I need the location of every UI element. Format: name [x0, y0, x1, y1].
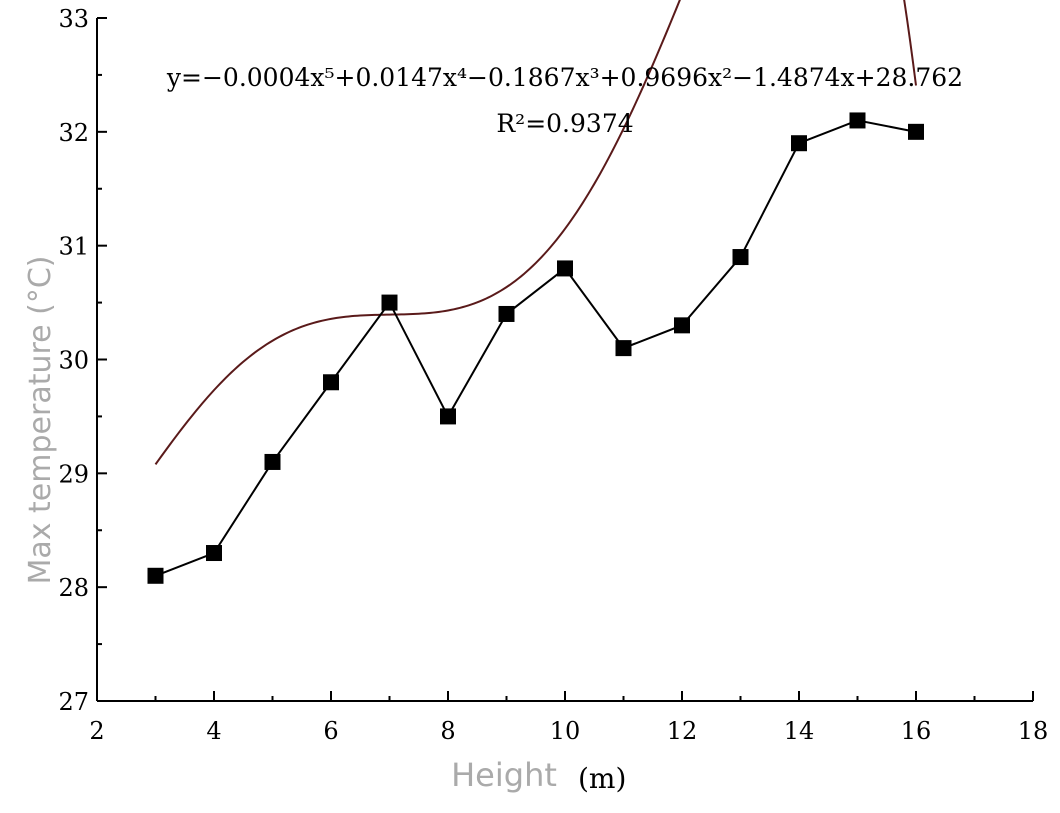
y-tick-label: 27 — [58, 688, 89, 716]
data-point-marker — [557, 260, 573, 277]
data-point-marker — [381, 294, 398, 311]
polynomial-fit-curve — [154, 0, 917, 465]
data-point-marker — [498, 305, 515, 322]
data-point-marker — [674, 317, 690, 334]
x-tick-label: 12 — [667, 717, 698, 745]
x-tick-label: 16 — [901, 717, 932, 745]
y-tick-label: 29 — [58, 460, 89, 488]
data-point-marker — [908, 123, 924, 140]
data-series-line — [155, 119, 917, 577]
x-tick-label: 6 — [323, 717, 338, 745]
y-axis-ticks: 27 28 29 30 31 32 33 — [58, 5, 107, 716]
data-point-marker — [849, 112, 866, 129]
x-tick-label: 10 — [550, 717, 581, 745]
x-axis-unit: (m) — [578, 762, 626, 795]
r-squared-annotation: R²=0.9374 — [496, 109, 633, 138]
data-point-marker — [206, 545, 222, 562]
x-tick-label: 18 — [1018, 717, 1049, 745]
data-point-marker — [440, 408, 456, 425]
data-markers — [147, 112, 924, 584]
x-axis-title: Height — [451, 756, 557, 794]
data-point-marker — [732, 249, 749, 266]
y-tick-label: 31 — [58, 233, 89, 261]
x-tick-label: 14 — [784, 717, 815, 745]
y-tick-label: 30 — [58, 347, 89, 375]
y-tick-label: 32 — [58, 119, 89, 147]
data-point-marker — [615, 340, 632, 357]
data-point-marker — [791, 135, 807, 152]
x-tick-label: 2 — [89, 717, 104, 745]
equation-annotation: y=−0.0004x⁵+0.0147x⁴−0.1867x³+0.9696x²−1… — [166, 63, 963, 92]
data-point-marker — [264, 453, 281, 470]
data-point-marker — [147, 567, 164, 584]
y-axis-title: Max temperature (°C) — [23, 255, 58, 584]
data-point-marker — [323, 374, 339, 391]
y-tick-label: 33 — [58, 5, 89, 33]
y-tick-label: 28 — [58, 574, 89, 602]
x-tick-label: 4 — [206, 717, 221, 745]
x-tick-label: 8 — [440, 717, 455, 745]
x-axis-ticks: 2 4 6 8 10 12 14 16 18 — [89, 691, 1048, 745]
